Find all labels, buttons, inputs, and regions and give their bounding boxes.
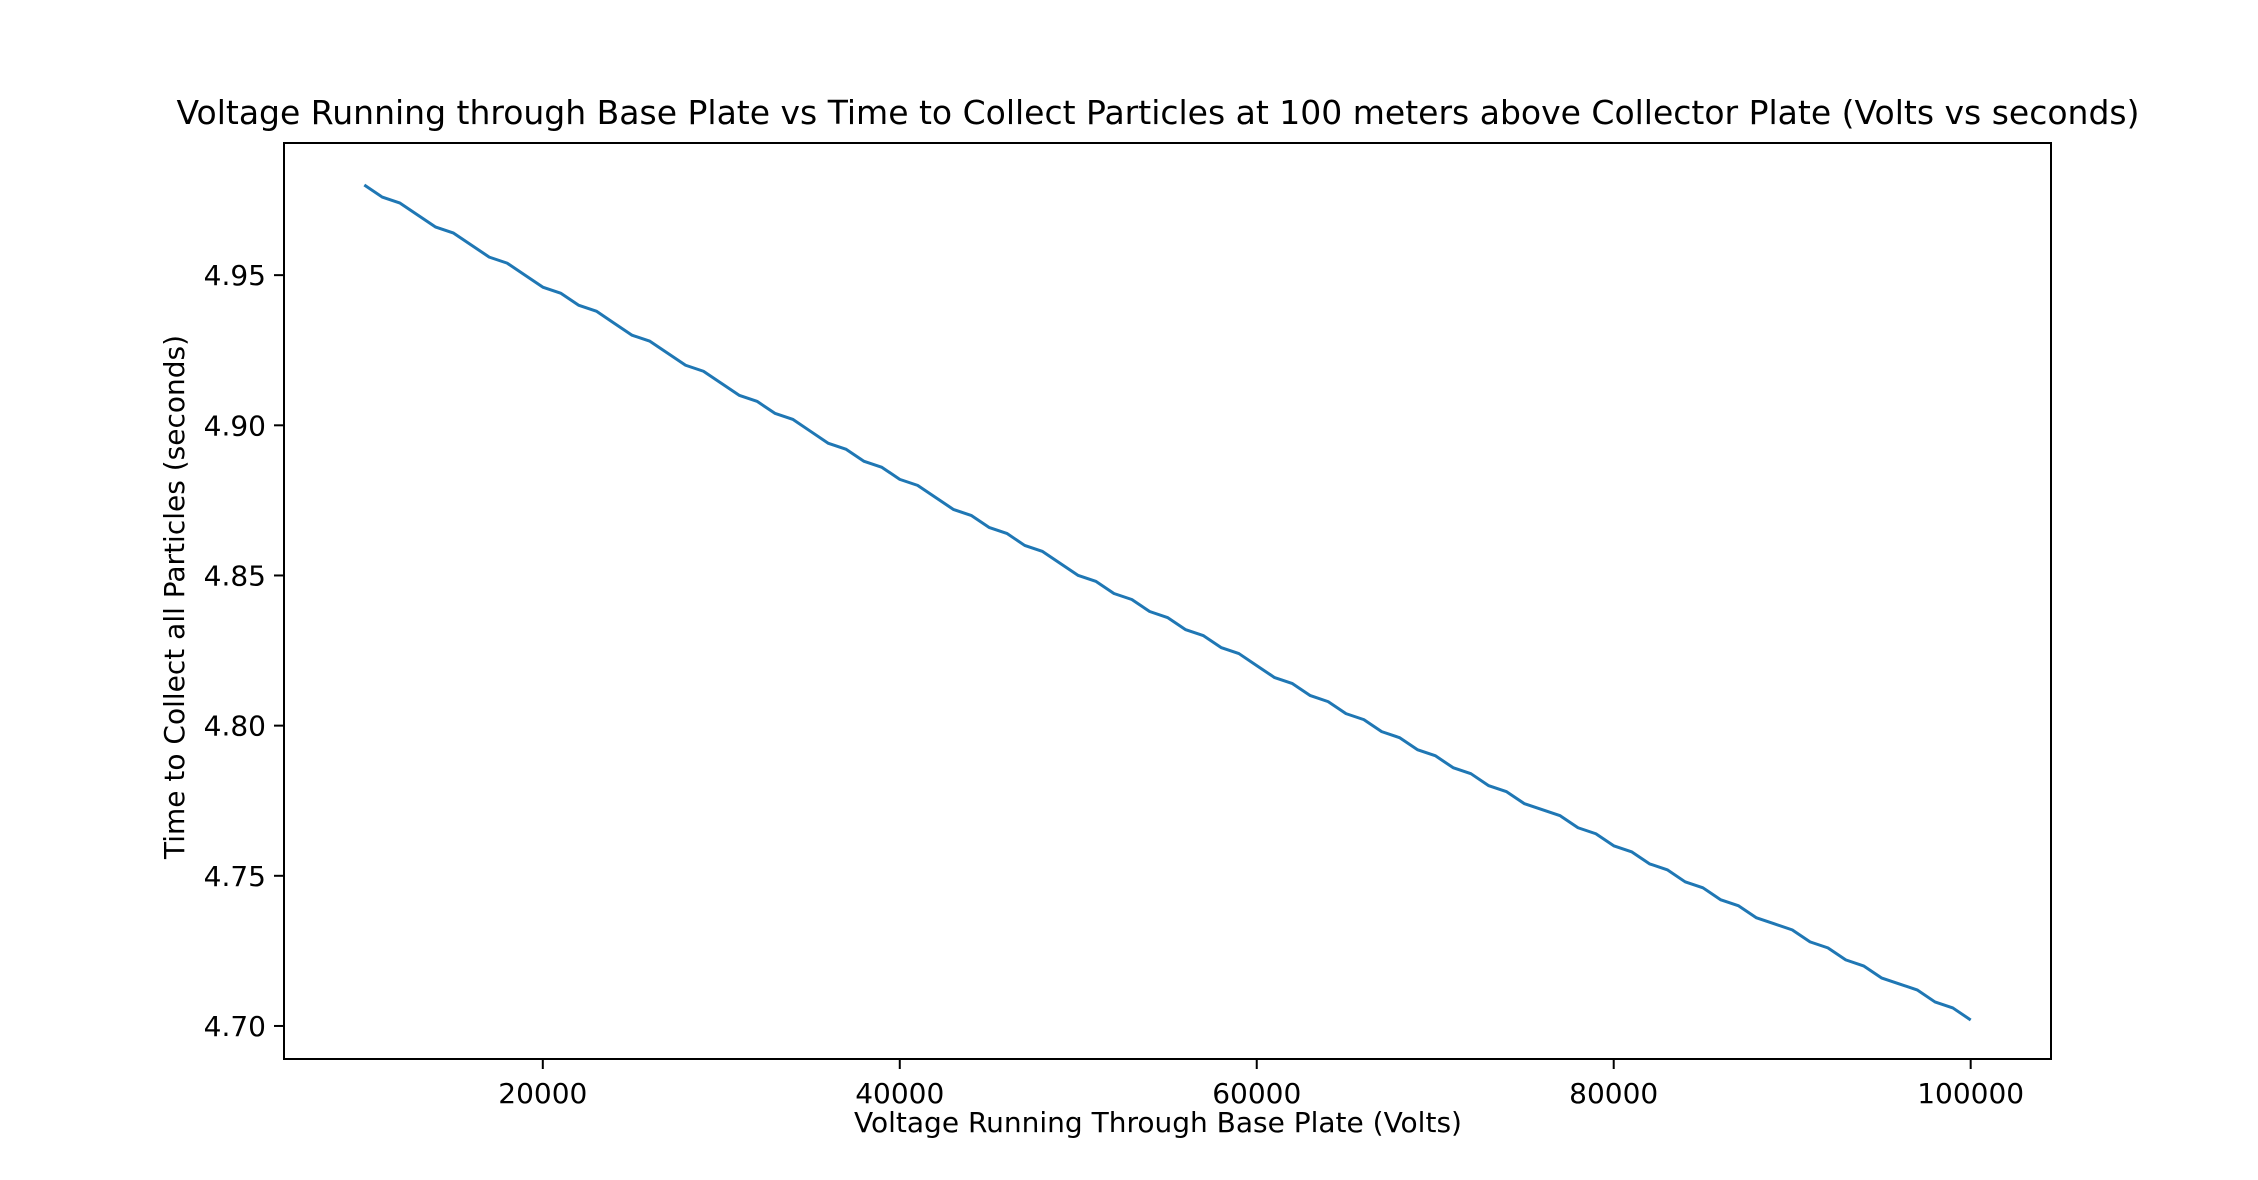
y-tick-label: 4.90 (204, 409, 266, 442)
y-tick-label: 4.80 (204, 710, 266, 743)
y-tick-label: 4.75 (204, 860, 266, 893)
y-tick-label: 4.70 (204, 1010, 266, 1043)
y-axis-label: Time to Collect all Particles (seconds) (158, 335, 191, 860)
x-tick-label: 80000 (1569, 1077, 1658, 1110)
plot-frame (283, 142, 2052, 1060)
x-tick-label: 20000 (498, 1077, 587, 1110)
chart-title: Voltage Running through Base Plate vs Ti… (177, 93, 2140, 132)
y-tick-label: 4.85 (204, 559, 266, 592)
x-tick-label: 40000 (855, 1077, 944, 1110)
x-axis-label: Voltage Running Through Base Plate (Volt… (854, 1106, 1462, 1139)
x-tick-label: 100000 (1917, 1077, 2024, 1110)
y-tick-label: 4.95 (204, 259, 266, 292)
plot-area: 20000 40000 60000 80000 100000 4.70 4.75 4.80 4.… (204, 142, 2052, 1110)
series-line-0 (363, 183, 1972, 1022)
x-tick-label: 60000 (1212, 1077, 1301, 1110)
